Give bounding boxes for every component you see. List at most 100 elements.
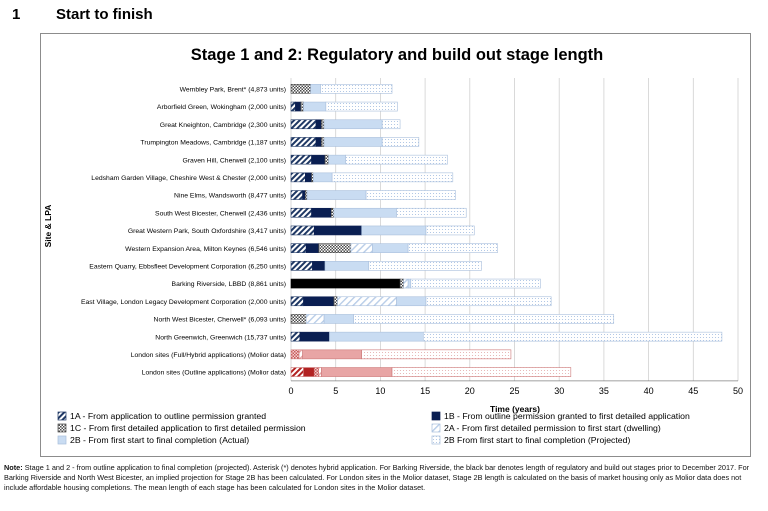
legend-swatch-s2b bbox=[57, 435, 67, 445]
bar-segment-s2b_proj bbox=[410, 278, 541, 289]
bar-segment-s1c bbox=[333, 296, 338, 307]
legend-label-s1c: 1C - From first detailed application to … bbox=[70, 423, 306, 433]
bar-segment-s2a bbox=[403, 278, 409, 289]
bar-segment-s1b bbox=[302, 190, 306, 200]
legend-swatch-s1b bbox=[431, 411, 441, 421]
bar-segment-s1c bbox=[318, 243, 352, 253]
legend-label-s2b: 2B - From first start to final completio… bbox=[70, 435, 249, 445]
bar-segment-s2b_proj bbox=[381, 137, 420, 147]
chart-note: Note: Stage 1 and 2 - from outline appli… bbox=[4, 463, 764, 493]
x-tick-label: 20 bbox=[465, 386, 475, 396]
category-label: Ledsham Garden Village, Cheshire West & … bbox=[91, 175, 286, 182]
bar-segment-s2b bbox=[324, 261, 370, 271]
bar-segment-s1b bbox=[305, 243, 320, 253]
bar-segment-s2b bbox=[310, 84, 321, 94]
bar-segment-s1c bbox=[290, 314, 307, 324]
bar-segment-s1b bbox=[303, 296, 335, 307]
bar-segment-s1a bbox=[290, 137, 317, 147]
x-tick-label: 45 bbox=[688, 386, 698, 396]
bar-segment-s1b bbox=[295, 101, 302, 112]
bar-segment-s2b_proj bbox=[396, 207, 467, 218]
bars bbox=[290, 84, 723, 377]
x-tick-label: 0 bbox=[288, 386, 293, 396]
legend-label-s2a: 2A - From first detailed permission to f… bbox=[444, 423, 661, 433]
bar-segment-s2a bbox=[305, 314, 325, 324]
category-label: Wembley Park, Brent* (4,873 units) bbox=[180, 86, 286, 93]
bar-segment-s2b bbox=[303, 101, 327, 112]
bar-segment-s1c bbox=[324, 154, 329, 165]
legend-label-s1b: 1B - From outline permission granted to … bbox=[444, 411, 690, 421]
legend-swatch-s1a bbox=[57, 411, 67, 421]
bar-segment-s2b_proj bbox=[423, 331, 723, 342]
bar-segment-s1b bbox=[315, 137, 322, 147]
bar-segment-s2b_proj bbox=[345, 154, 448, 165]
legend-label-s1a: 1A - From application to outline permiss… bbox=[70, 411, 266, 421]
bar-segment-s1a bbox=[290, 207, 312, 218]
legend-swatch-s2b_proj bbox=[431, 435, 441, 445]
bar-segment-s1b bbox=[303, 367, 315, 377]
bar-segment-s1a bbox=[290, 154, 312, 165]
bar-segment-s1a bbox=[290, 225, 315, 236]
bar-segment-s1a bbox=[290, 243, 307, 253]
bar-segment-s1b bbox=[299, 331, 330, 342]
bar-segment-s2b bbox=[396, 296, 427, 307]
bar-segment-s2a bbox=[298, 349, 303, 360]
bar-segment-s1b bbox=[315, 119, 322, 130]
bar-segment-s1b bbox=[305, 172, 312, 183]
x-tick-label: 5 bbox=[333, 386, 338, 396]
bar-segment-s2b_proj bbox=[361, 349, 512, 360]
bar-segment-s2b bbox=[407, 278, 412, 289]
bar-segment-s2b bbox=[329, 331, 424, 342]
x-tick-label: 15 bbox=[420, 386, 430, 396]
bar-segment-s2b_proj bbox=[381, 119, 401, 130]
legend-label-s2b_proj: 2B From first start to final completion … bbox=[444, 435, 630, 445]
bar-segment-s1a bbox=[290, 172, 306, 183]
bar-segment-s2b_proj bbox=[320, 84, 393, 94]
bar-segment-s1a bbox=[290, 296, 304, 307]
bar-segment-s2b bbox=[361, 225, 427, 236]
x-tick-labels: 0 5 10 15 20 25 30 35 40 45 50 bbox=[288, 386, 743, 396]
legend: 1A - From application to outline permiss… bbox=[57, 411, 690, 445]
section-title: Start to finish bbox=[56, 6, 153, 23]
bar-segment-s2b_proj bbox=[391, 367, 572, 377]
bar-segment-s2a bbox=[318, 367, 322, 377]
y-axis-label: Site & LPA bbox=[43, 205, 53, 248]
bar-segment-s1b bbox=[311, 207, 332, 218]
bar-segment-s1c bbox=[399, 278, 404, 289]
chart-title: Stage 1 and 2: Regulatory and build out … bbox=[191, 46, 604, 64]
section-number: 1 bbox=[12, 6, 21, 23]
legend-swatch-s2a bbox=[431, 423, 441, 433]
note-text: Stage 1 and 2 - from outline application… bbox=[4, 463, 750, 492]
bar-segment-s1a bbox=[290, 119, 317, 130]
bar-segment-s2b_proj bbox=[365, 190, 456, 200]
x-axis-label: Time (years) bbox=[490, 404, 540, 414]
bar-segment-s2b bbox=[313, 172, 333, 183]
category-label: Nine Elms, Wandsworth (8,477 units) bbox=[174, 193, 286, 200]
bar-segment-s2b_proj bbox=[368, 261, 482, 271]
x-tick-label: 40 bbox=[644, 386, 654, 396]
bar-segment-s2b bbox=[372, 243, 409, 253]
bar-segment-s2a bbox=[350, 243, 373, 253]
category-label: London sites (Outline applications) (Mol… bbox=[142, 370, 286, 377]
bar-segment-s1c bbox=[321, 137, 325, 147]
bar-segment-s1c bbox=[290, 349, 300, 360]
category-labels: Wembley Park, Brent* (4,873 units) Arborf… bbox=[81, 86, 286, 376]
category-label: East Village, London Legacy Development … bbox=[81, 299, 286, 306]
chart-frame bbox=[40, 33, 751, 457]
bar-segment-s1a bbox=[290, 190, 303, 200]
category-label: Western Expansion Area, Milton Keynes (6… bbox=[125, 246, 286, 253]
bar-segment-s1c bbox=[330, 207, 335, 218]
category-label: Graven Hill, Cherwell (2,100 units) bbox=[182, 157, 286, 164]
bar-segment-s2b_proj bbox=[425, 225, 475, 236]
bar-segment-s1b bbox=[290, 278, 401, 289]
category-label: South West Bicester, Cherwell (2,436 uni… bbox=[155, 210, 286, 217]
legend-swatch-s1c bbox=[57, 423, 67, 433]
category-label: London sites (Full/Hybrid applications) … bbox=[131, 352, 286, 359]
bar-segment-s1c bbox=[321, 119, 325, 130]
section-heading: 1 Start to finish bbox=[12, 6, 153, 23]
bar-segment-s1b bbox=[311, 154, 326, 165]
category-label: Arborfield Green, Wokingham (2,000 units… bbox=[157, 104, 286, 111]
category-label: Barking Riverside, LBBD (8,861 units) bbox=[172, 281, 286, 288]
x-tick-label: 35 bbox=[599, 386, 609, 396]
